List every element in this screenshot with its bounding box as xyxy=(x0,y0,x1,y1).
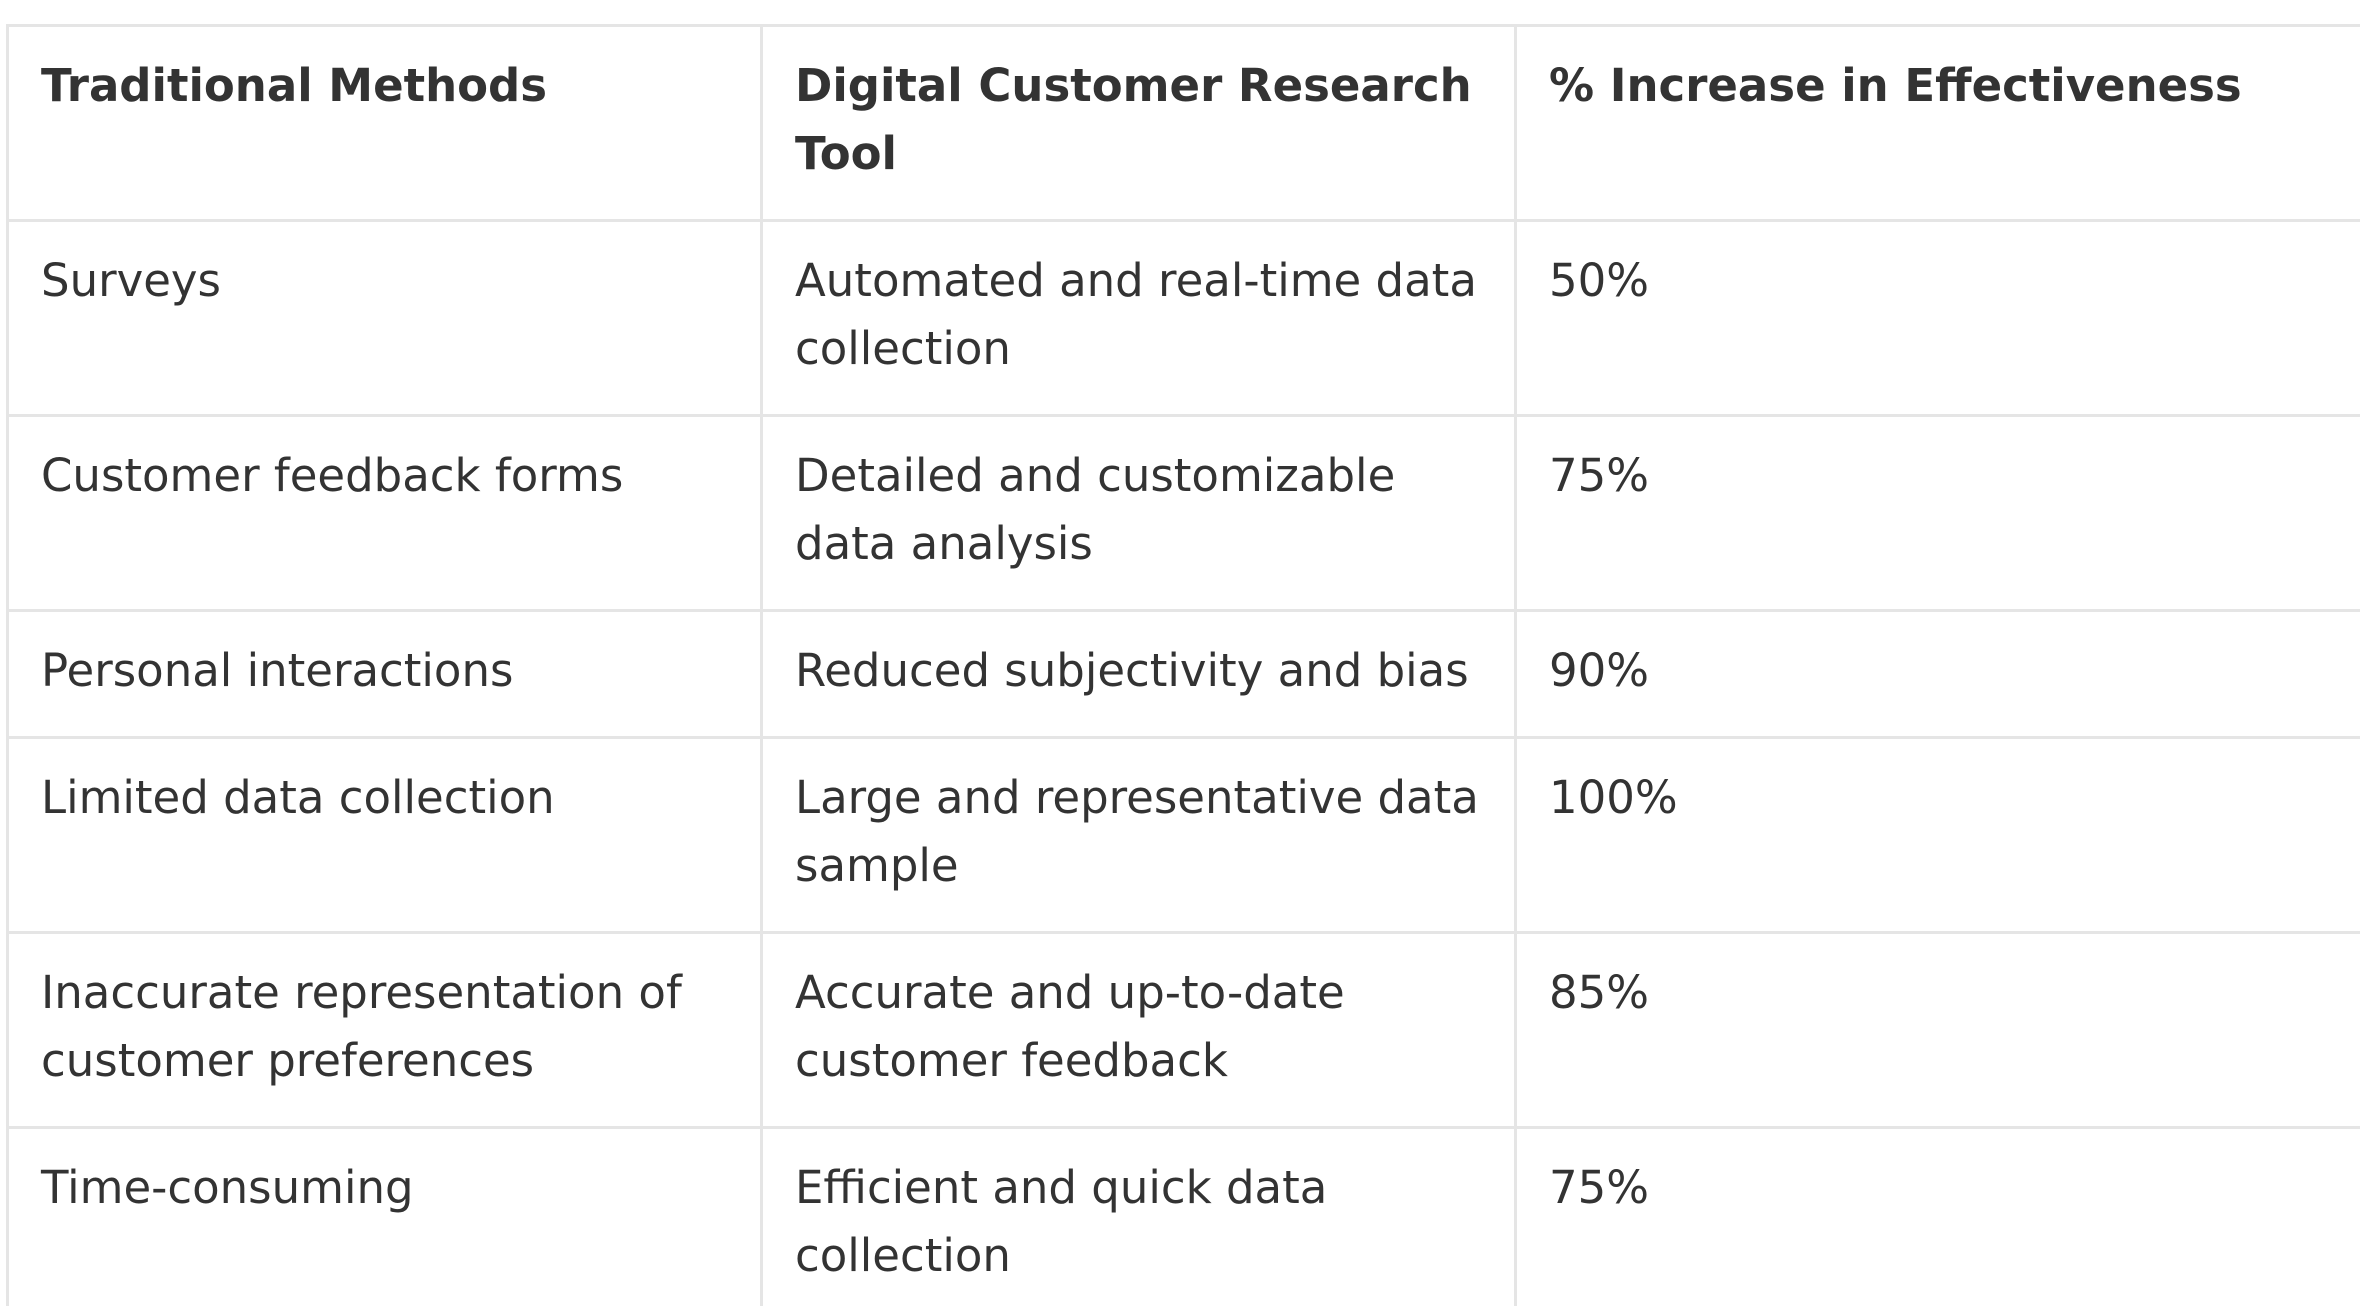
table-row: Personal interactions Reduced subjectivi… xyxy=(6,609,2360,739)
cell-digital-tool: Efficient and quick data collection xyxy=(760,1126,1517,1306)
cell-traditional-method: Limited data collection xyxy=(6,736,763,934)
table-row: Limited data collection Large and repres… xyxy=(6,736,2360,934)
table-row: Time-consuming Efficient and quick data … xyxy=(6,1126,2360,1306)
table-row: Customer feedback forms Detailed and cus… xyxy=(6,414,2360,612)
cell-traditional-method: Inaccurate representation of customer pr… xyxy=(6,931,763,1129)
cell-effectiveness: 50% xyxy=(1514,219,2360,417)
cell-effectiveness: 75% xyxy=(1514,414,2360,612)
cell-effectiveness: 100% xyxy=(1514,736,2360,934)
comparison-table: Traditional Methods Digital Customer Res… xyxy=(6,24,2360,1306)
cell-digital-tool: Detailed and customizable data analysis xyxy=(760,414,1517,612)
header-traditional-methods: Traditional Methods xyxy=(6,24,763,222)
cell-digital-tool: Reduced subjectivity and bias xyxy=(760,609,1517,739)
cell-effectiveness: 75% xyxy=(1514,1126,2360,1306)
header-row: Traditional Methods Digital Customer Res… xyxy=(6,24,2360,222)
table-row: Surveys Automated and real-time data col… xyxy=(6,219,2360,417)
table-row: Inaccurate representation of customer pr… xyxy=(6,931,2360,1129)
cell-effectiveness: 85% xyxy=(1514,931,2360,1129)
cell-digital-tool: Automated and real-time data collection xyxy=(760,219,1517,417)
table-header: Traditional Methods Digital Customer Res… xyxy=(6,24,2360,222)
cell-traditional-method: Surveys xyxy=(6,219,763,417)
table-body: Surveys Automated and real-time data col… xyxy=(6,219,2360,1306)
cell-digital-tool: Accurate and up-to-date customer feedbac… xyxy=(760,931,1517,1129)
header-effectiveness-increase: % Increase in Effectiveness xyxy=(1514,24,2360,222)
cell-traditional-method: Customer feedback forms xyxy=(6,414,763,612)
cell-digital-tool: Large and representative data sample xyxy=(760,736,1517,934)
cell-traditional-method: Time-consuming xyxy=(6,1126,763,1306)
header-digital-tool: Digital Customer Research Tool xyxy=(760,24,1517,222)
cell-effectiveness: 90% xyxy=(1514,609,2360,739)
cell-traditional-method: Personal interactions xyxy=(6,609,763,739)
